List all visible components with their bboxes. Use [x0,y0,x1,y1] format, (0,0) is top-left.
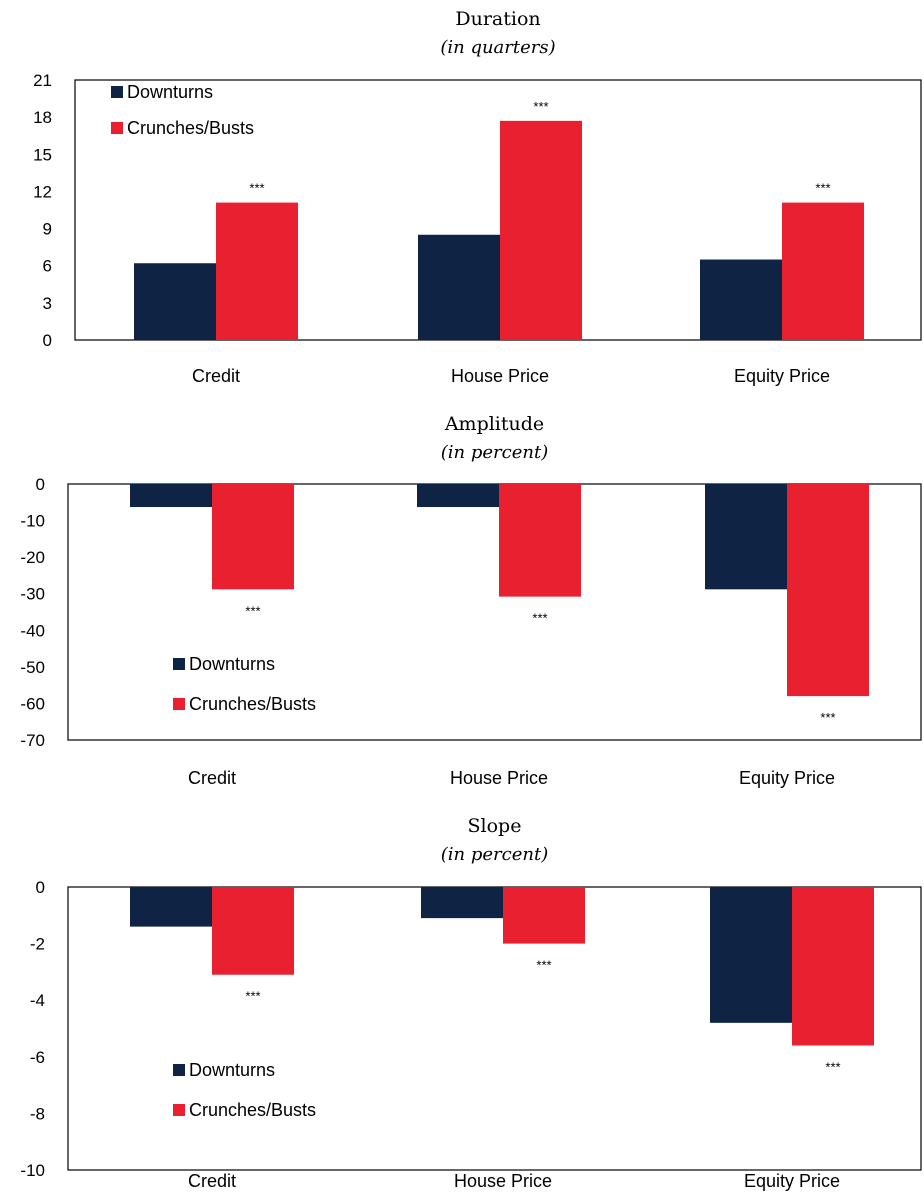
y-tick-label: -70 [20,731,45,750]
chart-title: Slope [468,815,522,837]
bar-crunches-busts-equity-price [787,484,869,697]
legend-label: Downturns [189,654,275,674]
y-tick-label: 6 [43,257,52,276]
bar-crunches-busts-credit [216,202,298,340]
legend: Downturns Crunches/Busts [173,1060,316,1120]
category-label: House Price [454,1171,552,1191]
y-tick-label: -30 [20,585,45,604]
chart-subtitle: (in quarters) [440,37,555,58]
y-tick-label: 0 [43,331,52,350]
legend-label: Crunches/Busts [127,118,254,138]
y-tick-label: -10 [20,1161,45,1180]
y-tick-label: 21 [33,71,52,90]
bar-downturns-equity-price [710,887,792,1023]
bar-crunches-busts-credit [212,484,294,590]
category-label: Credit [188,1171,236,1191]
y-tick-label: -8 [30,1104,45,1123]
y-tick-label: 0 [36,878,45,897]
significance-marker: *** [249,181,264,196]
legend-label: Crunches/Busts [189,1100,316,1120]
bar-downturns-house-price [418,234,500,340]
chart-panel-1: Duration (in quarters) 0 3 6 9 12 15 18 21 *** *** *… [33,8,922,386]
y-tick-label: -2 [30,935,45,954]
legend: Downturns Crunches/Busts [173,654,316,714]
y-tick-label: -6 [30,1048,45,1067]
category-label: Equity Price [744,1171,840,1191]
y-tick-label: -4 [30,991,45,1010]
legend-label: Downturns [127,82,213,102]
legend-swatch [111,122,123,134]
legend-swatch [173,658,185,670]
chart-subtitle: (in percent) [441,442,548,463]
chart-panel-2: Amplitude (in percent) 0 -10 -20 -30 -40 -50 -60… [20,413,922,788]
category-label: Credit [192,366,240,386]
bar-crunches-busts-house-price [499,484,581,597]
bar-downturns-house-price [417,484,499,508]
chart-panel-3: Slope (in percent) 0 -2 -4 -6 -8 -10 *** *** *** Cr… [20,815,922,1191]
legend-swatch [111,86,123,98]
chart-title: Amplitude [444,413,544,435]
bar-downturns-house-price [421,887,503,919]
category-label: House Price [450,768,548,788]
category-label: Equity Price [739,768,835,788]
bar-downturns-equity-price [705,484,787,590]
significance-marker: *** [536,958,551,973]
legend-swatch [173,1104,185,1116]
bar-downturns-credit [130,484,212,508]
significance-marker: *** [815,181,830,196]
y-tick-label: 0 [36,475,45,494]
legend-swatch [173,698,185,710]
y-tick-label: 12 [33,182,52,201]
legend: Downturns Crunches/Busts [111,82,254,138]
significance-marker: *** [820,710,835,725]
significance-marker: *** [245,603,260,618]
significance-marker: *** [825,1059,840,1074]
significance-marker: *** [532,611,547,626]
legend-label: Crunches/Busts [189,694,316,714]
bar-crunches-busts-house-price [503,887,585,944]
bar-downturns-credit [130,887,212,927]
y-tick-label: 18 [33,108,52,127]
y-tick-label: -10 [20,512,45,531]
y-tick-label: -60 [20,694,45,713]
y-tick-label: -20 [20,548,45,567]
y-tick-label: 9 [43,220,52,239]
significance-marker: *** [533,99,548,114]
y-tick-label: 15 [33,145,52,164]
legend-swatch [173,1064,185,1076]
y-tick-label: -50 [20,658,45,677]
bar-crunches-busts-equity-price [792,887,874,1046]
chart-subtitle: (in percent) [441,844,548,865]
bar-crunches-busts-house-price [500,120,582,340]
bar-downturns-credit [134,263,216,340]
significance-marker: *** [245,989,260,1004]
legend-label: Downturns [189,1060,275,1080]
bar-crunches-busts-credit [212,887,294,975]
y-tick-label: 3 [43,294,52,313]
y-tick-label: -40 [20,621,45,640]
category-label: Credit [188,768,236,788]
bar-crunches-busts-equity-price [782,202,864,340]
bar-downturns-equity-price [700,259,782,340]
category-label: Equity Price [734,366,830,386]
category-label: House Price [451,366,549,386]
chart-title: Duration [455,8,540,30]
